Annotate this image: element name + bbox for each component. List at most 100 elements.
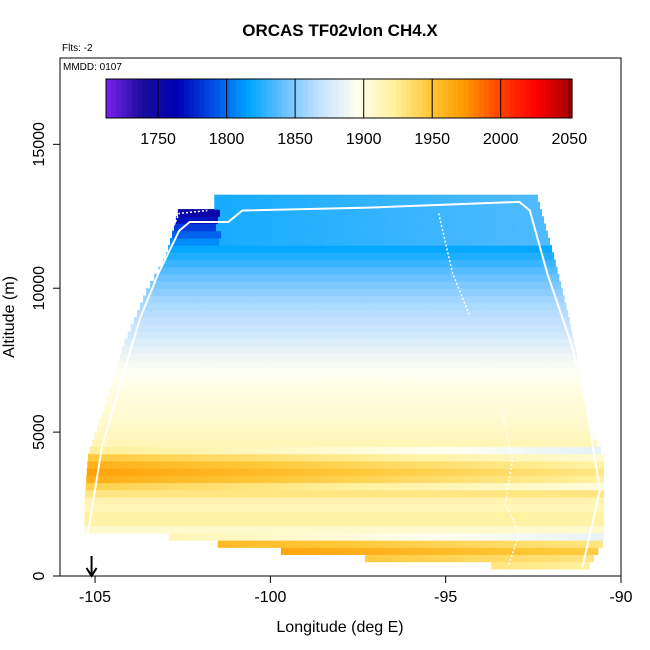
heatmap-cell <box>236 338 245 347</box>
heatmap-cell <box>243 360 252 368</box>
heatmap-cell <box>284 388 292 397</box>
heatmap-cell <box>498 374 507 383</box>
heatmap-cell <box>435 532 443 541</box>
heatmap-cell <box>141 439 149 448</box>
heatmap-cell <box>155 439 163 448</box>
heatmap-cell <box>135 475 143 484</box>
heatmap-cell <box>261 482 269 491</box>
heatmap-cell <box>280 302 288 311</box>
heatmap-cell <box>463 489 472 498</box>
heatmap-cell <box>136 345 144 354</box>
heatmap-cell <box>332 345 340 354</box>
heatmap-cell <box>319 388 327 397</box>
heatmap-cell <box>575 540 584 548</box>
heatmap-cell <box>202 403 211 412</box>
colorbar-swatch <box>561 79 568 118</box>
heatmap-cell <box>231 532 240 541</box>
heatmap-cell <box>238 245 246 253</box>
heatmap-cell <box>154 352 163 361</box>
heatmap-cell <box>512 317 521 325</box>
heatmap-cell <box>500 468 509 476</box>
heatmap-cell <box>132 403 141 412</box>
heatmap-cell <box>538 446 547 455</box>
heatmap-cell <box>521 209 530 217</box>
heatmap-cell <box>249 201 257 210</box>
heatmap-cell <box>177 237 185 246</box>
heatmap-cell <box>573 338 575 347</box>
heatmap-cell <box>333 309 341 318</box>
heatmap-cell <box>319 453 327 462</box>
heatmap-cell <box>403 432 411 440</box>
colorbar-swatch <box>188 79 195 118</box>
heatmap-cell <box>319 410 327 419</box>
heatmap-cell <box>515 388 524 397</box>
heatmap-cell <box>336 504 345 512</box>
heatmap-cell <box>133 518 142 527</box>
heatmap-cell <box>232 317 240 325</box>
heatmap-cell <box>193 453 201 462</box>
heatmap-cell <box>445 201 454 210</box>
heatmap-cell <box>256 230 264 239</box>
heatmap-cell <box>115 410 124 419</box>
heatmap-cell <box>266 540 275 548</box>
heatmap-cell <box>379 504 387 512</box>
heatmap-cell <box>543 453 552 462</box>
heatmap-cell <box>512 554 520 563</box>
heatmap-cell <box>308 511 317 520</box>
heatmap-cell <box>175 245 183 253</box>
heatmap-cell <box>343 273 352 282</box>
heatmap-cell <box>344 352 352 361</box>
heatmap-cell <box>272 381 280 390</box>
heatmap-cell <box>534 396 543 404</box>
heatmap-cell <box>492 331 500 340</box>
heatmap-cell <box>557 388 566 397</box>
heatmap-cell <box>563 468 572 476</box>
heatmap-cell <box>527 396 536 404</box>
colorbar-swatch <box>509 79 516 118</box>
heatmap-cell <box>345 475 354 484</box>
heatmap-cell <box>174 403 183 412</box>
heatmap-cell <box>489 338 497 347</box>
heatmap-cell <box>367 468 375 476</box>
heatmap-cell <box>164 345 172 354</box>
heatmap-cell <box>138 338 147 347</box>
colorbar-swatch <box>458 79 464 118</box>
heatmap-cell <box>236 252 244 261</box>
heatmap-cell <box>358 547 366 556</box>
colorbar-swatch <box>287 79 293 118</box>
heatmap-cell <box>121 468 130 476</box>
heatmap-cell <box>398 381 407 390</box>
heatmap-cell <box>235 309 243 318</box>
heatmap-cell <box>94 453 103 462</box>
heatmap-cell <box>454 288 463 297</box>
heatmap-cell <box>353 367 362 376</box>
heatmap-cell <box>211 439 220 448</box>
heatmap-cell <box>358 540 366 548</box>
colorbar-swatch <box>354 79 361 118</box>
heatmap-cell <box>561 561 569 570</box>
heatmap-cell <box>321 360 329 368</box>
heatmap-cell <box>434 273 443 282</box>
heatmap-cell <box>541 417 549 426</box>
heatmap-cell <box>366 259 374 268</box>
heatmap-cell <box>362 324 370 332</box>
heatmap-cell <box>517 446 526 455</box>
heatmap-cell <box>173 338 182 347</box>
heatmap-cell <box>288 374 297 383</box>
heatmap-cell <box>246 439 255 448</box>
heatmap-cell <box>508 432 516 440</box>
heatmap-cell <box>534 331 543 340</box>
heatmap-cell <box>181 288 189 297</box>
heatmap-cell <box>442 547 450 556</box>
heatmap-cell <box>399 273 408 282</box>
heatmap-cell <box>184 209 193 217</box>
heatmap-cell <box>428 496 436 505</box>
heatmap-cell <box>248 281 256 289</box>
heatmap-cell <box>421 518 429 527</box>
heatmap-cell <box>400 547 408 556</box>
heatmap-cell <box>477 547 485 556</box>
heatmap-cell <box>380 237 389 246</box>
heatmap-cell <box>569 439 577 448</box>
heatmap-cell <box>479 345 488 354</box>
heatmap-cell <box>495 324 504 332</box>
